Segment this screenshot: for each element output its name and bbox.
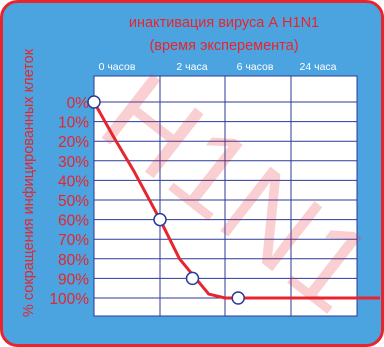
x-tick-label-3: 24 часа xyxy=(300,61,337,73)
x-axis-ticks: 0 часов 2 часа 6 часов 24 часа xyxy=(99,61,337,73)
y-tick-label-3: 30% xyxy=(58,154,89,171)
y-tick-label-6: 60% xyxy=(58,213,89,230)
y-tick-label-1: 10% xyxy=(58,115,89,132)
y-tick-label-0: 0% xyxy=(67,95,90,112)
data-point-marker-1 xyxy=(153,212,167,227)
y-tick-label-9: 90% xyxy=(58,271,89,288)
x-tick-label-2: 6 часов xyxy=(237,61,274,73)
y-tick-label-5: 50% xyxy=(58,193,89,210)
x-tick-label-1: 2 часа xyxy=(176,61,207,73)
data-point-marker-2 xyxy=(185,271,200,286)
data-point-marker-0 xyxy=(87,95,101,109)
y-tick-label-8: 80% xyxy=(58,252,89,269)
data-point-marker-3 xyxy=(231,291,245,305)
y-tick-label-2: 20% xyxy=(58,134,89,151)
marker-layer xyxy=(87,95,245,305)
y-axis-label: % сокращения инфицированных клеток xyxy=(21,48,37,317)
y-tick-label-4: 40% xyxy=(58,173,89,190)
chart-subtitle: (время эксперемента) xyxy=(149,38,298,54)
y-tick-label-10: 100% xyxy=(49,291,89,308)
series-layer xyxy=(92,100,380,300)
y-tick-label-7: 70% xyxy=(58,232,89,249)
series-line-0 xyxy=(92,100,359,300)
y-axis-ticks: 0% 10% 20% 30% 40% 50% 60% 70% 80% 90% 100% xyxy=(49,95,89,308)
chart-title: инактивация вируса А H1N1 xyxy=(129,15,319,31)
x-tick-label-0: 0 часов xyxy=(99,61,136,73)
